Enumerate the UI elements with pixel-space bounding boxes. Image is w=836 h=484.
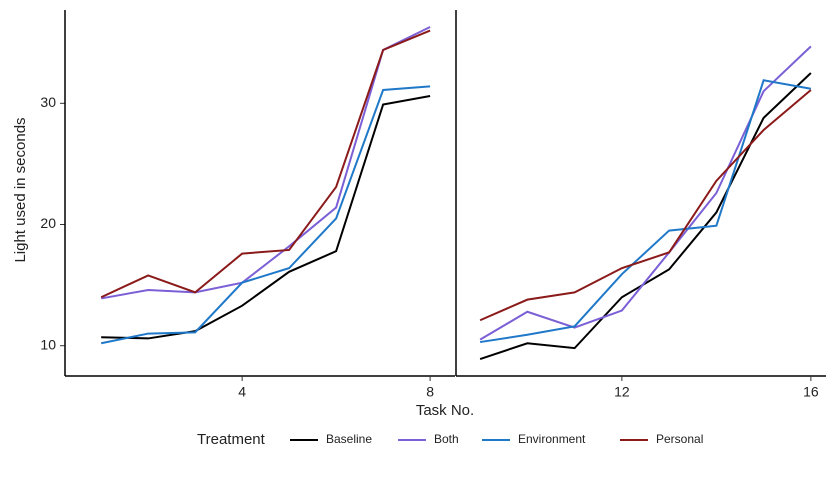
x-tick-label: 4 (238, 384, 246, 400)
legend-label: Both (434, 432, 459, 446)
x-axis-label: Task No. (416, 402, 474, 419)
series-line (100, 29, 431, 299)
y-tick-label: 20 (40, 215, 56, 231)
legend-title: Treatment (197, 431, 266, 448)
series-line (101, 26, 431, 300)
series-line (479, 45, 812, 341)
legend-label: Personal (656, 432, 703, 446)
x-tick-label: 16 (803, 384, 819, 400)
legend-label: Environment (518, 432, 586, 446)
y-axis-label: Light used in seconds (12, 117, 29, 262)
legend-label: Baseline (326, 432, 372, 446)
series-line (100, 85, 431, 345)
x-tick-label: 8 (426, 384, 434, 400)
series-line (479, 89, 812, 322)
series-line (479, 79, 812, 344)
y-tick-label: 30 (40, 94, 56, 110)
series-line (479, 72, 812, 360)
x-tick-label: 12 (614, 384, 630, 400)
y-tick-label: 10 (40, 336, 56, 352)
series-line (101, 95, 431, 340)
